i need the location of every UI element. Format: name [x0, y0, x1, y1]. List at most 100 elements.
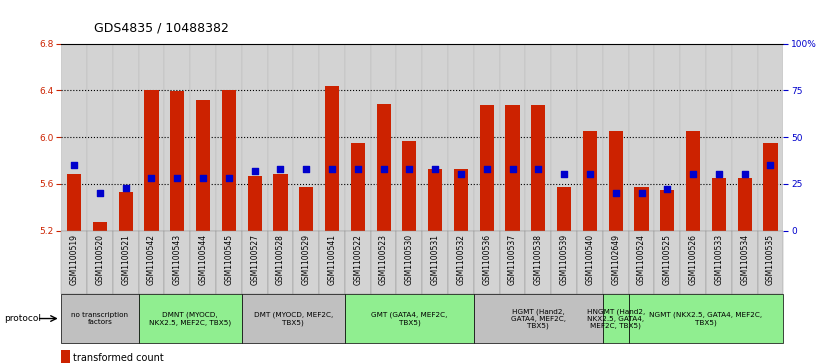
Point — [481, 166, 494, 172]
Point — [93, 190, 106, 196]
Text: GSM1102649: GSM1102649 — [611, 234, 620, 285]
Text: GSM1100536: GSM1100536 — [482, 234, 491, 285]
Bar — [499, 231, 526, 294]
Text: GSM1100523: GSM1100523 — [379, 234, 388, 285]
Text: GSM1100543: GSM1100543 — [173, 234, 182, 285]
Text: GSM1100520: GSM1100520 — [95, 234, 104, 285]
Point — [351, 166, 364, 172]
Bar — [422, 44, 448, 231]
Point — [455, 172, 468, 178]
Point — [248, 168, 261, 174]
Text: no transcription
factors: no transcription factors — [71, 312, 128, 325]
Bar — [757, 231, 783, 294]
Bar — [712, 178, 726, 231]
Bar — [319, 231, 345, 294]
Bar — [428, 168, 442, 231]
Text: HGMT (Hand2,
GATA4, MEF2C,
TBX5): HGMT (Hand2, GATA4, MEF2C, TBX5) — [511, 308, 565, 329]
Point — [68, 162, 81, 168]
Point — [171, 175, 184, 181]
Bar — [738, 178, 752, 231]
Bar — [61, 231, 87, 294]
Bar — [603, 294, 628, 343]
Text: GSM1100540: GSM1100540 — [585, 234, 594, 285]
Bar — [190, 44, 216, 231]
Bar — [376, 104, 391, 231]
Point — [119, 185, 132, 191]
Bar — [216, 44, 242, 231]
Bar — [139, 231, 164, 294]
Bar — [113, 44, 139, 231]
Bar — [118, 192, 133, 231]
Point — [377, 166, 390, 172]
Text: GSM1100541: GSM1100541 — [327, 234, 336, 285]
Bar — [351, 143, 365, 231]
Point — [764, 162, 777, 168]
Bar — [499, 44, 526, 231]
Bar — [397, 231, 423, 294]
Point — [635, 190, 648, 196]
Bar — [293, 44, 319, 231]
Bar — [67, 175, 81, 231]
Text: GSM1100533: GSM1100533 — [714, 234, 723, 285]
Bar — [557, 187, 571, 231]
Bar — [242, 231, 268, 294]
Bar — [505, 106, 520, 231]
Point — [274, 166, 287, 172]
Text: NGMT (NKX2.5, GATA4, MEF2C,
TBX5): NGMT (NKX2.5, GATA4, MEF2C, TBX5) — [650, 311, 762, 326]
Bar — [222, 90, 236, 231]
Text: GSM1100519: GSM1100519 — [69, 234, 78, 285]
Bar — [370, 44, 397, 231]
Text: GSM1100530: GSM1100530 — [405, 234, 414, 285]
Text: GSM1100539: GSM1100539 — [560, 234, 569, 285]
Text: GSM1100531: GSM1100531 — [431, 234, 440, 285]
Bar — [190, 231, 216, 294]
Point — [557, 172, 570, 178]
Text: transformed count: transformed count — [73, 352, 164, 363]
Text: GSM1100545: GSM1100545 — [224, 234, 233, 285]
Bar — [654, 44, 681, 231]
Bar — [660, 189, 674, 231]
Bar — [345, 231, 370, 294]
Bar — [577, 231, 603, 294]
Bar — [552, 44, 577, 231]
Bar — [706, 231, 732, 294]
Text: GSM1100528: GSM1100528 — [276, 234, 285, 285]
Bar — [628, 44, 654, 231]
Text: HNGMT (Hand2,
NKX2.5, GATA4,
MEF2C, TBX5): HNGMT (Hand2, NKX2.5, GATA4, MEF2C, TBX5… — [587, 308, 645, 329]
Bar — [583, 131, 597, 231]
Text: GDS4835 / 10488382: GDS4835 / 10488382 — [94, 21, 228, 34]
Point — [222, 175, 235, 181]
Text: DMNT (MYOCD,
NKX2.5, MEF2C, TBX5): DMNT (MYOCD, NKX2.5, MEF2C, TBX5) — [149, 311, 231, 326]
Bar — [448, 44, 474, 231]
Text: GSM1100526: GSM1100526 — [689, 234, 698, 285]
Point — [145, 175, 158, 181]
Bar — [87, 231, 113, 294]
Bar — [603, 44, 628, 231]
Bar — [577, 44, 603, 231]
Bar — [242, 294, 345, 343]
Bar — [345, 294, 474, 343]
Point — [299, 166, 313, 172]
Text: GSM1100534: GSM1100534 — [740, 234, 749, 285]
Point — [506, 166, 519, 172]
Bar — [609, 131, 623, 231]
Text: DMT (MYOCD, MEF2C,
TBX5): DMT (MYOCD, MEF2C, TBX5) — [254, 311, 333, 326]
Bar — [325, 86, 339, 231]
Bar — [247, 176, 262, 231]
Bar — [273, 175, 287, 231]
Bar — [171, 91, 184, 231]
Bar — [757, 44, 783, 231]
Point — [326, 166, 339, 172]
Point — [738, 172, 752, 178]
Bar — [139, 294, 242, 343]
Bar — [293, 231, 319, 294]
Bar — [402, 140, 416, 231]
Bar — [61, 44, 87, 231]
Text: GSM1100527: GSM1100527 — [251, 234, 259, 285]
Point — [403, 166, 416, 172]
Point — [712, 172, 725, 178]
Bar — [628, 294, 783, 343]
Point — [661, 187, 674, 192]
Bar — [144, 90, 158, 231]
Bar — [423, 231, 448, 294]
